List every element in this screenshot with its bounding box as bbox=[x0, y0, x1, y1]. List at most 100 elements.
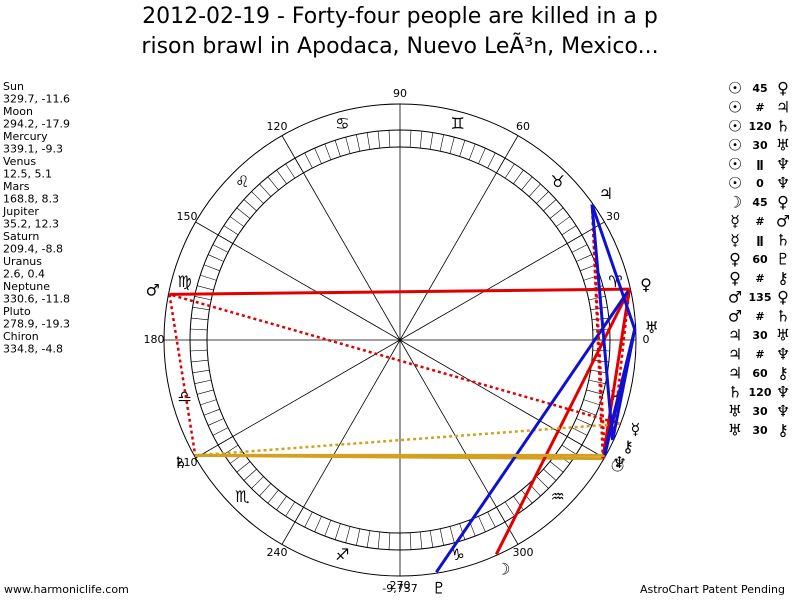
ring-hatch bbox=[590, 306, 608, 311]
ring-hatch bbox=[478, 148, 486, 164]
aspect-to: ♇ bbox=[776, 250, 790, 269]
aspect-type: ǁ bbox=[756, 234, 763, 247]
aspect-from: ☉ bbox=[728, 155, 742, 174]
ring-hatch bbox=[566, 234, 583, 244]
ring-hatch bbox=[276, 169, 287, 185]
ring-hatch bbox=[212, 427, 229, 436]
degree-label: 150 bbox=[176, 210, 197, 223]
ring-hatch bbox=[203, 264, 220, 272]
planet-position: 278.9, -19.3 bbox=[3, 318, 70, 331]
title-line: rison brawl in Apodaca, Nuevo LeÃ³n, Mex… bbox=[141, 32, 658, 59]
ring-hatch bbox=[191, 359, 209, 363]
aspect-type: 135 bbox=[749, 291, 772, 304]
ring-hatch bbox=[356, 134, 361, 152]
aspect-type: 45 bbox=[752, 82, 767, 95]
aspect-from: ☽ bbox=[728, 193, 742, 212]
planet-glyph: ☽ bbox=[496, 559, 510, 578]
ring-hatch bbox=[487, 152, 496, 169]
aspect-to: ♀ bbox=[777, 79, 789, 98]
ring-hatch bbox=[345, 137, 351, 154]
sign-glyph: ♐ bbox=[335, 545, 349, 564]
ring-hatch bbox=[590, 369, 608, 374]
sign-glyph: ♑ bbox=[451, 545, 465, 564]
ring-hatch bbox=[528, 183, 541, 197]
ring-hatch bbox=[194, 379, 212, 384]
aspect-to: ♆ bbox=[776, 174, 790, 193]
planet-name: Mercury bbox=[3, 130, 48, 143]
aspect-type: 120 bbox=[749, 386, 772, 399]
ring-hatch bbox=[459, 140, 466, 157]
planet-position: 339.1, -9.3 bbox=[3, 143, 63, 156]
aspect-line bbox=[195, 422, 620, 457]
ring-hatch bbox=[449, 137, 455, 154]
ring-hatch bbox=[208, 254, 224, 262]
ring-hatch bbox=[236, 207, 251, 219]
ring-hatch bbox=[549, 461, 564, 473]
aspect-from: ☿ bbox=[730, 231, 740, 250]
ring-hatch bbox=[223, 225, 239, 236]
title-line: 2012-02-19 - Forty-four people are kille… bbox=[142, 4, 658, 29]
ring-hatch bbox=[504, 501, 515, 517]
degree-label: 210 bbox=[176, 456, 197, 469]
ring-hatch bbox=[251, 191, 264, 204]
aspect-from: ♅ bbox=[728, 402, 742, 421]
ring-hatch bbox=[259, 483, 272, 497]
degree-label: 0 bbox=[643, 333, 650, 346]
degree-label: 180 bbox=[144, 333, 165, 346]
planet-glyph: ♂ bbox=[146, 281, 160, 300]
ring-hatch bbox=[285, 163, 296, 179]
ring-hatch bbox=[504, 163, 515, 179]
ring-hatch bbox=[377, 531, 381, 549]
planet-glyph: ♃ bbox=[599, 184, 613, 203]
ring-hatch bbox=[388, 130, 391, 148]
aspect-to: ♄ bbox=[776, 307, 790, 326]
aspect-from: ♄ bbox=[728, 383, 742, 402]
aspect-type: 30 bbox=[752, 424, 768, 437]
ring-hatch bbox=[439, 528, 444, 546]
planet-position: 12.5, 5.1 bbox=[3, 168, 52, 181]
degree-label: 240 bbox=[267, 546, 288, 559]
ring-hatch bbox=[192, 369, 210, 374]
ring-hatch bbox=[478, 516, 486, 532]
ring-hatch bbox=[197, 389, 214, 395]
aspect-type: ǁ bbox=[756, 158, 763, 171]
aspect-to: ♀ bbox=[777, 288, 789, 307]
planet-position: 330.6, -11.8 bbox=[3, 293, 70, 306]
ring-hatch bbox=[200, 274, 217, 281]
aspect-from: ☿ bbox=[730, 212, 740, 231]
ring-hatch bbox=[468, 143, 476, 160]
sign-glyph: ♌ bbox=[235, 172, 249, 191]
ring-hatch bbox=[571, 427, 588, 436]
aspect-from: ♃ bbox=[728, 326, 742, 345]
planet-name: Saturn bbox=[3, 230, 39, 243]
aspect-from: ♃ bbox=[728, 364, 742, 383]
ring-hatch bbox=[449, 526, 455, 543]
ring-hatch bbox=[521, 176, 533, 191]
ring-hatch bbox=[314, 148, 322, 164]
ring-hatch bbox=[190, 328, 208, 331]
ring-hatch bbox=[194, 296, 212, 301]
aspect-from: ♃ bbox=[728, 345, 742, 364]
planet-position: 334.8, -4.8 bbox=[3, 343, 63, 356]
planet-position: 329.7, -11.6 bbox=[3, 93, 70, 106]
planet-glyph: ♆ bbox=[612, 453, 626, 472]
planet-name: Chiron bbox=[3, 330, 39, 343]
ring-hatch bbox=[217, 234, 234, 244]
ring-hatch bbox=[429, 530, 434, 548]
ring-hatch bbox=[561, 444, 577, 455]
planet-name: Uranus bbox=[3, 255, 42, 268]
sign-glyph: ♏ bbox=[235, 487, 249, 506]
planet-name: Venus bbox=[3, 155, 36, 168]
ring-hatch bbox=[439, 134, 444, 152]
aspect-type: 30 bbox=[752, 405, 768, 418]
degree-label: 300 bbox=[513, 546, 534, 559]
aspect-line bbox=[169, 293, 620, 426]
ring-hatch bbox=[276, 495, 287, 511]
planet-glyph: ♅ bbox=[645, 318, 659, 337]
ring-hatch bbox=[496, 157, 506, 174]
ring-hatch bbox=[496, 506, 506, 523]
sign-glyph: ♒ bbox=[551, 487, 565, 506]
ring-hatch bbox=[513, 169, 524, 185]
ring-hatch bbox=[243, 468, 257, 481]
ring-hatch bbox=[588, 296, 606, 301]
